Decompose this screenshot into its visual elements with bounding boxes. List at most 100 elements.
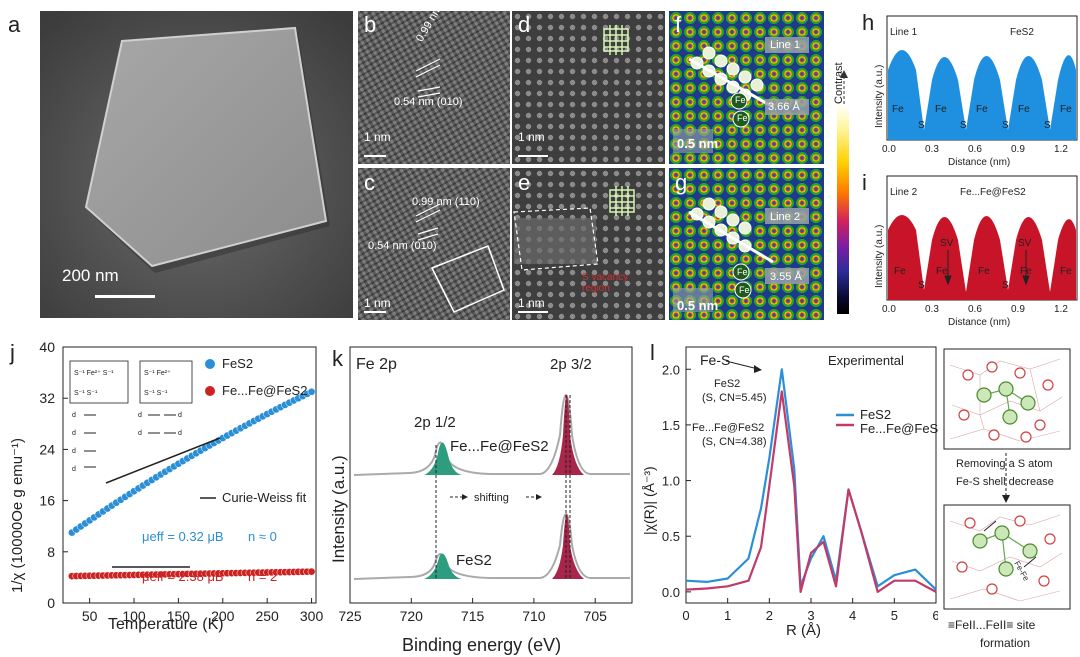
panel-b-label: b xyxy=(364,12,377,37)
panel-k-label: k xyxy=(332,346,343,371)
chart-l-ytick: 1.5 xyxy=(662,418,680,433)
chart-l-cn2b: (S, CN=4.38) xyxy=(702,436,767,448)
chart-i-peak: Fe xyxy=(978,266,990,277)
panel-c-d1: 0.99 nm (110) xyxy=(412,196,480,208)
chart-l-leg1: FeS2 xyxy=(860,407,891,422)
svg-text:d: d xyxy=(178,430,182,437)
chart-h-xlabel: Distance (nm) xyxy=(948,157,1010,167)
chart-i-tick: 0.6 xyxy=(968,304,982,315)
chart-j-ytick: 8 xyxy=(47,544,55,560)
chart-k-bottom-label: FeS2 xyxy=(456,552,492,569)
sem-image xyxy=(40,11,353,318)
chart-h-line: Line 1 xyxy=(890,27,918,38)
chart-l-ytick: 0.5 xyxy=(662,529,680,544)
chart-l-xtick: 2 xyxy=(766,608,773,623)
chart-j-point xyxy=(307,567,316,576)
chart-k-ylabel: Intensity (a.u.) xyxy=(330,455,348,563)
colorbar-arrow-icon xyxy=(840,70,848,104)
chart-j-point xyxy=(307,387,316,396)
chart-h-tick: 0.6 xyxy=(968,144,982,155)
chart-k-xtick: 715 xyxy=(461,608,485,624)
chart-h-valley: S xyxy=(1002,120,1009,131)
chart-j-xtick: 300 xyxy=(300,608,324,624)
chart-h-tick: 1.2 xyxy=(1054,144,1068,155)
chart-j-xtick: 150 xyxy=(167,608,191,624)
panel-g-fe2: Fe xyxy=(739,285,750,295)
chart-i-title: Fe...Fe@FeS2 xyxy=(960,187,1026,198)
svg-text:d: d xyxy=(72,448,76,455)
chart-h-ylabel: Intensity (a.u.) xyxy=(874,65,885,128)
chart-j-mu2: μeff = 2.38 μB xyxy=(142,569,224,584)
chart-j-xtick: 100 xyxy=(122,608,146,624)
chart-j: 0 8 16 24 32 40 50 100 150 200 250 300 S⁻¹ Fe²⁺ S⁻… xyxy=(9,339,324,633)
svg-text:S⁻¹ Fe²⁺: S⁻¹ Fe²⁺ xyxy=(144,370,171,377)
chart-l-cn1a: FeS2 xyxy=(714,378,740,390)
chart-k-bottom-spectrum xyxy=(353,513,630,580)
chart-k-xtick: 725 xyxy=(338,608,362,624)
contrast-colorbar xyxy=(837,104,849,314)
chart-j-mu1: μeff = 0.32 μB xyxy=(142,529,224,544)
tem-d xyxy=(512,11,665,164)
chart-i-valley: S xyxy=(918,280,925,291)
panel-g-dist: 3.55 Å xyxy=(770,271,802,283)
chart-h-tick: 0.9 xyxy=(1011,144,1025,155)
chart-i-peak: Fe xyxy=(1060,266,1072,277)
svg-text:d: d xyxy=(138,430,142,437)
chart-l-ytick: 1.0 xyxy=(662,474,680,489)
chart-l-exp: Experimental xyxy=(828,353,904,368)
chart-l-xtick: 5 xyxy=(891,608,898,623)
tem-e xyxy=(512,168,665,320)
colormap-g xyxy=(669,168,824,320)
panel-f-fe2: Fe xyxy=(737,113,748,123)
panel-c-scale: 1 nm xyxy=(364,296,391,310)
schematic-site: ≡FeII...FeII≡ site xyxy=(948,618,1036,632)
chart-h-tick: 0.0 xyxy=(882,144,896,155)
chart-k-top-spectrum xyxy=(353,394,630,476)
panel-j-label: j xyxy=(10,340,15,365)
panel-b-scale: 1 nm xyxy=(364,130,391,144)
panel-f-scale: 0.5 nm xyxy=(677,136,719,151)
chart-l-ytick: 0.0 xyxy=(662,585,680,600)
panel-f-fe1: Fe xyxy=(735,95,746,105)
chart-l-xtick: 6 xyxy=(932,608,938,623)
chart-i-peaks xyxy=(888,215,1076,300)
chart-i-peak: Fe xyxy=(936,266,948,277)
chart-j-fit1 xyxy=(105,437,221,484)
sem-cube xyxy=(40,11,353,318)
panel-c-label: c xyxy=(364,170,375,195)
chart-h-peaks xyxy=(888,50,1076,140)
panel-i-label: i xyxy=(862,170,867,195)
panel-a-label: a xyxy=(8,12,21,37)
chart-i-ylabel: Intensity (a.u.) xyxy=(874,225,885,288)
chart-i-line: Line 2 xyxy=(890,187,918,198)
chart-j-fit-label: Curie-Weiss fit xyxy=(222,490,307,505)
panel-f-line: Line 1 xyxy=(770,39,800,51)
chart-j-legend2-marker xyxy=(205,386,215,396)
chart-j-xlabel: Temperature (K) xyxy=(108,616,224,633)
panel-g-scale: 0.5 nm xyxy=(677,298,719,313)
chart-j-n1: n ≈ 0 xyxy=(248,529,277,544)
chart-l-series-line xyxy=(685,390,937,593)
chart-k-title: Fe 2p xyxy=(356,356,397,373)
chart-j-xtick: 200 xyxy=(211,608,235,624)
svg-text:d: d xyxy=(72,430,76,437)
chart-l-xtick: 4 xyxy=(849,608,856,623)
chart-i-tick: 0.0 xyxy=(882,304,896,315)
chart-j-ytick: 16 xyxy=(39,493,55,509)
tem-c xyxy=(358,168,510,320)
panel-e-scale: 1 nm xyxy=(518,296,545,310)
chart-i-peak: Fe xyxy=(894,266,906,277)
chart-j-xtick: 50 xyxy=(82,608,98,624)
chart-k-xtick: 710 xyxy=(522,608,546,624)
chart-h-valley: S xyxy=(960,120,967,131)
chart-k-p12: 2p 1/2 xyxy=(414,414,456,431)
chart-j-ylabel: 1/χ (10000Oe g emu⁻¹) xyxy=(9,438,26,593)
chart-h-valley: S xyxy=(1044,120,1051,131)
chart-k-shift: shifting xyxy=(474,492,509,504)
chart-j-ytick: 0 xyxy=(47,595,55,611)
chart-k-xtick: 705 xyxy=(584,608,608,624)
svg-text:S⁻¹ S⁻¹: S⁻¹ S⁻¹ xyxy=(74,390,98,397)
chart-l-leg2: Fe...Fe@FeS2 xyxy=(860,421,938,436)
schematic-step1: Removing a S atom xyxy=(956,458,1053,470)
panel-h-label: h xyxy=(862,10,875,35)
